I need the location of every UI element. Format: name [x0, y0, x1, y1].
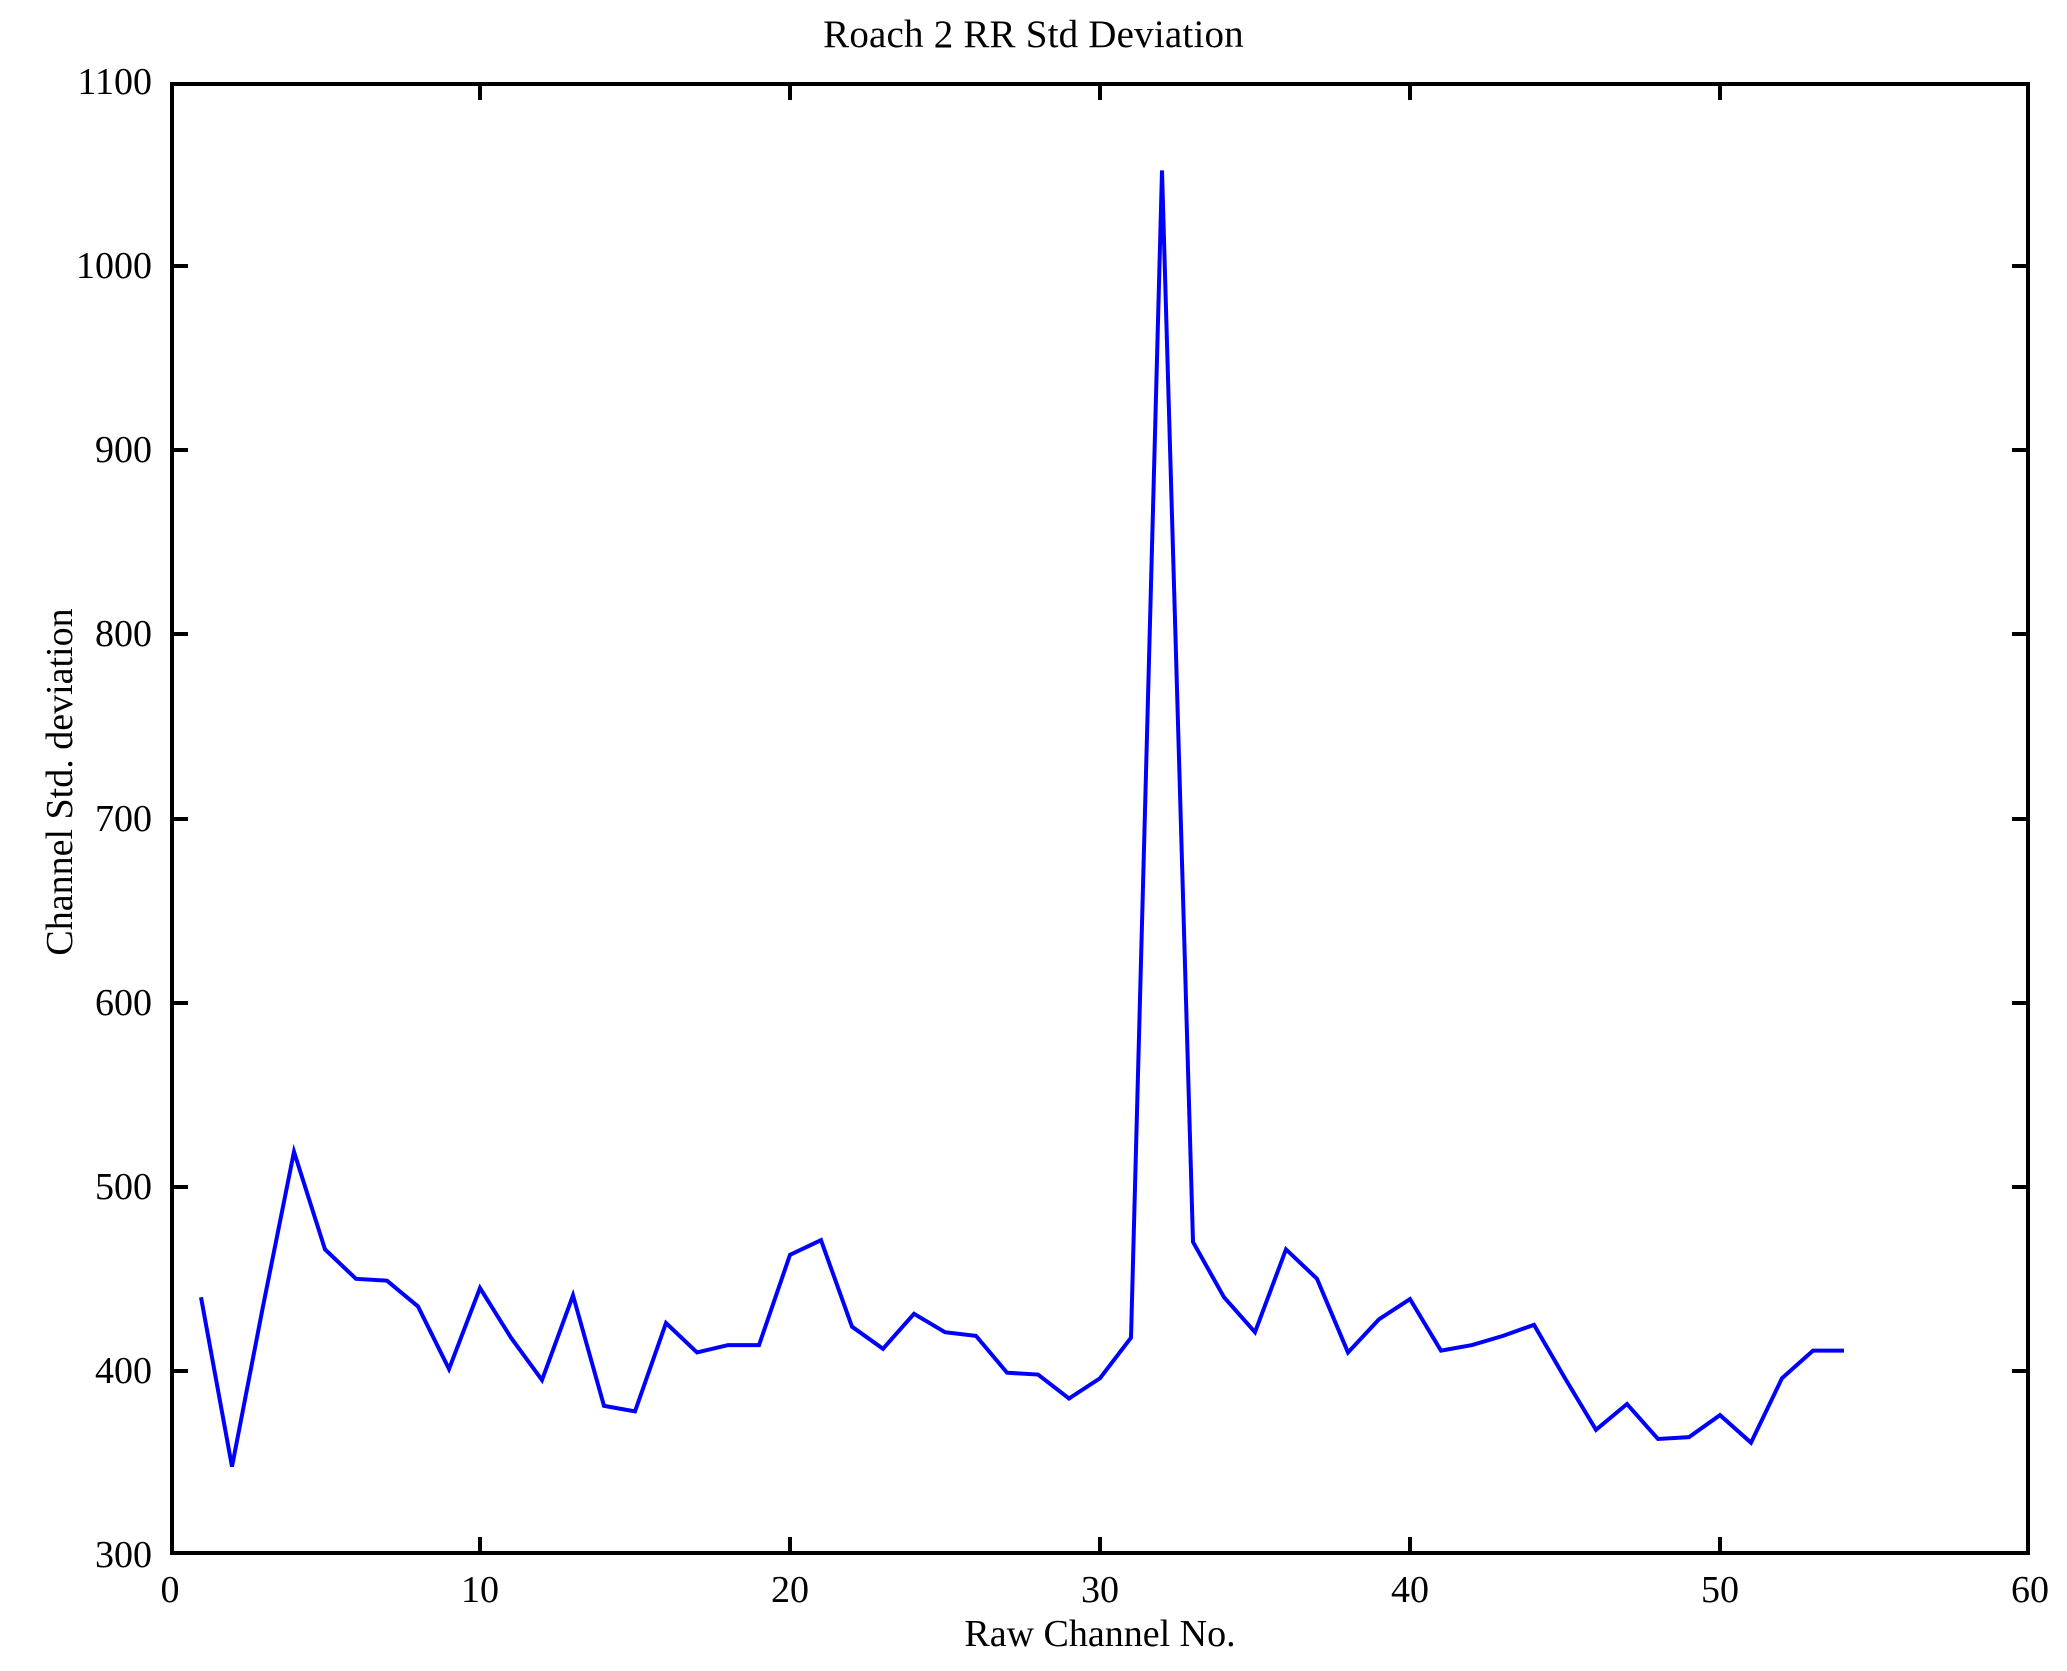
x-axis-tick-labels: 0 10 20 30 40 50 60: [161, 1568, 2050, 1618]
data-series-svg: [199, 170, 1844, 1467]
y-tick-mark: [170, 632, 188, 637]
y-tick-label: 1000: [76, 245, 152, 288]
x-tick-mark: [1408, 1537, 1412, 1555]
x-tick-mark: [478, 82, 482, 100]
y-tick-mark: [170, 816, 188, 821]
y-tick-label: 700: [95, 797, 152, 840]
y-tick-label: 600: [95, 981, 152, 1024]
y-tick-mark: [2012, 264, 2030, 269]
x-tick-mark: [478, 1537, 482, 1555]
y-tick-mark: [2012, 448, 2030, 453]
chart-title: Roach 2 RR Std Deviation: [823, 13, 1244, 56]
y-tick-label: 500: [95, 1165, 152, 1208]
x-tick-mark: [1408, 82, 1412, 100]
y-tick-label: 900: [95, 429, 152, 472]
y-tick-mark: [2012, 816, 2030, 821]
x-tick-label: 50: [1701, 1569, 1739, 1611]
x-axis-label: Raw Channel No.: [964, 1613, 1236, 1655]
y-tick-label: 300: [95, 1534, 152, 1576]
y-tick-mark: [170, 1000, 188, 1005]
y-tick-mark: [2012, 1000, 2030, 1005]
x-tick-mark: [1718, 82, 1722, 100]
x-tick-label: 10: [461, 1569, 499, 1611]
x-tick-label: 0: [160, 1569, 180, 1611]
y-tick-mark: [2012, 1368, 2030, 1373]
y-tick-mark: [170, 1184, 188, 1189]
y-tick-label: 800: [95, 613, 152, 656]
y-tick-mark: [170, 1368, 188, 1373]
x-tick-mark: [1718, 1537, 1722, 1555]
x-tick-label: 20: [771, 1569, 809, 1611]
x-tick-mark: [788, 82, 792, 100]
y-tick-mark: [2012, 1184, 2030, 1189]
y-tick-mark: [170, 264, 188, 269]
x-tick-label: 30: [1081, 1569, 1119, 1611]
y-axis-tick-labels: 300 400 500 600 700 800 900 1000 1100: [0, 61, 152, 1576]
x-tick-mark: [1098, 1537, 1102, 1555]
x-tick-mark: [1098, 82, 1102, 100]
y-tick-label: 400: [95, 1349, 152, 1392]
x-tick-label: 40: [1391, 1569, 1429, 1611]
y-tick-mark: [170, 448, 188, 453]
y-tick-mark: [2012, 632, 2030, 637]
x-tick-mark: [788, 1537, 792, 1555]
plot-area: [170, 82, 2030, 1555]
y-tick-label: 1100: [77, 61, 152, 103]
line-series-channel-std-deviation: [199, 170, 1844, 1467]
x-tick-label: 60: [2011, 1569, 2049, 1611]
